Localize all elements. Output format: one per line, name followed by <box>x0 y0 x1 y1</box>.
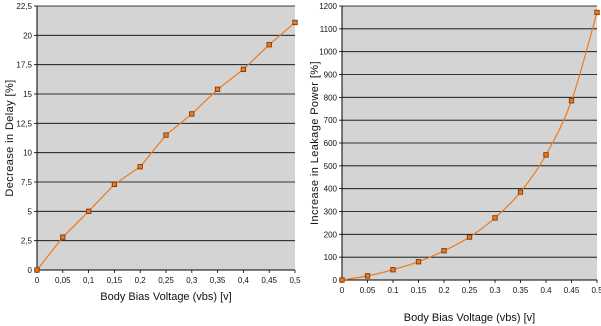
y-tick-label-5: 12,5 <box>16 119 32 128</box>
data-point-10 <box>292 19 298 26</box>
x-tick-label-6: 0.3 <box>489 286 501 295</box>
data-point-2 <box>390 267 396 273</box>
data-point-3 <box>111 181 118 187</box>
y-tick-label-0: 0 <box>28 266 33 275</box>
y-tick-label-6: 600 <box>324 139 338 148</box>
data-point-9 <box>266 42 272 48</box>
y-tick-label-8: 800 <box>324 93 338 102</box>
y-tick-label-9: 900 <box>324 71 338 80</box>
y-tick-label-5: 500 <box>324 162 338 171</box>
x-tick-label-5: 0.25 <box>462 286 478 295</box>
x-tick-label-2: 0.1 <box>387 286 399 295</box>
data-point-1 <box>60 234 66 240</box>
y-tick-label-12: 1200 <box>319 2 337 11</box>
data-point-2 <box>85 208 92 214</box>
x-tick-label-3: 0,15 <box>107 276 123 285</box>
y-axis-title: Decrease in Delay [%] <box>4 79 16 196</box>
data-point-8 <box>240 66 247 73</box>
data-point-6 <box>189 111 195 117</box>
x-tick-label-7: 0,35 <box>210 276 226 285</box>
y-tick-label-6: 15 <box>23 90 32 99</box>
x-tick-label-10: 0.5 <box>591 286 601 295</box>
x-tick-label-4: 0.2 <box>438 286 450 295</box>
chart-panel-1: 0 2,5 5 7,5 10 12,5 15 17,5 20 22,5 0 0,05 0,1 0,15 0,… <box>4 2 301 303</box>
x-tick-label-8: 0.4 <box>540 286 552 295</box>
x-tick-label-4: 0,2 <box>135 276 147 285</box>
y-tick-label-0: 0 <box>333 276 338 285</box>
data-point-4 <box>137 164 143 170</box>
x-tick-label-1: 0.05 <box>360 286 376 295</box>
x-axis-title: Body Bias Voltage (vbs) [v] <box>100 291 231 303</box>
data-point-4 <box>441 248 447 254</box>
x-tick-label-5: 0,25 <box>158 276 174 285</box>
x-tick-label-9: 0,45 <box>261 276 277 285</box>
y-tick-label-10: 1000 <box>319 48 337 57</box>
x-tick-label-2: 0,1 <box>83 276 95 285</box>
data-point-1 <box>364 273 371 279</box>
y-tick-label-11: 1100 <box>320 25 338 34</box>
y-tick-label-2: 5 <box>28 207 33 216</box>
y-tick-label-3: 300 <box>324 208 338 217</box>
data-point-5 <box>163 132 169 138</box>
data-point-3 <box>415 259 422 265</box>
x-tick-label-0: 0 <box>35 276 40 285</box>
x-tick-label-7: 0.35 <box>513 286 529 295</box>
x-tick-label-9: 0.45 <box>564 286 580 295</box>
y-tick-label-9: 22,5 <box>16 2 32 11</box>
plot-area <box>37 6 295 270</box>
data-point-7 <box>517 189 524 195</box>
data-point-7 <box>214 86 221 92</box>
data-point-0 <box>339 277 345 283</box>
data-point-5 <box>466 234 473 240</box>
chart-panel-2: 0 100 200 300 400 500 600 700 800 900 1000 1100 1200… <box>309 2 601 324</box>
y-tick-label-4: 400 <box>324 185 338 194</box>
x-tick-label-0: 0 <box>340 286 345 295</box>
data-point-0 <box>34 267 40 273</box>
y-tick-label-3: 7,5 <box>21 178 33 187</box>
y-tick-label-7: 700 <box>324 116 338 125</box>
y-tick-label-1: 100 <box>324 253 338 262</box>
data-point-6 <box>492 215 498 221</box>
y-tick-label-7: 17,5 <box>16 61 32 70</box>
data-point-10 <box>594 9 600 16</box>
data-point-9 <box>568 98 575 104</box>
y-tick-label-4: 10 <box>23 149 32 158</box>
x-tick-label-6: 0,3 <box>186 276 198 285</box>
y-tick-label-2: 200 <box>324 230 338 239</box>
y-axis-title: Increase in Leakage Power [%] <box>309 61 321 225</box>
x-tick-label-3: 0.15 <box>411 286 427 295</box>
x-tick-label-10: 0,5 <box>289 276 301 285</box>
x-tick-label-8: 0,4 <box>238 276 250 285</box>
y-tick-label-8: 20 <box>23 31 32 40</box>
x-axis-title: Body Bias Voltage (vbs) [v] <box>404 312 535 324</box>
data-point-8 <box>543 152 549 158</box>
y-tick-label-1: 2,5 <box>21 237 33 246</box>
x-tick-label-1: 0,05 <box>55 276 71 285</box>
